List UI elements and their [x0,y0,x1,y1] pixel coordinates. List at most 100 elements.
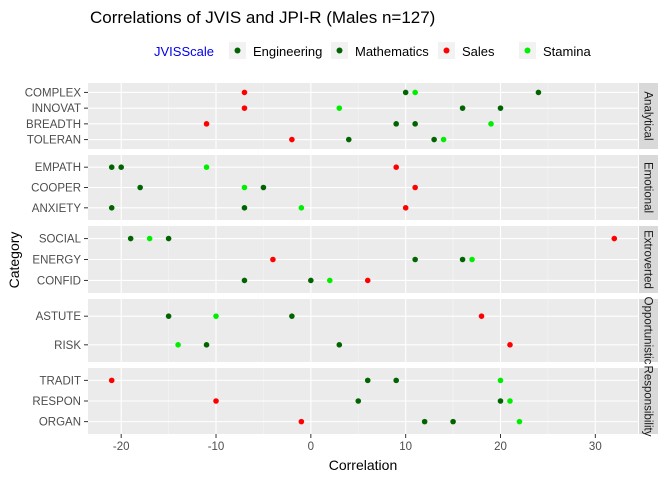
point-empath-engineering [108,164,115,170]
facet-strip-label: Emotional [642,162,654,213]
facet-strip-label: Responsibility [642,366,654,437]
point-toleran-sales [289,136,295,143]
point-empath-sales [393,164,399,170]
y-tick-label-complex: COMPLEX [25,87,82,99]
point-energy-engineering [412,256,418,263]
x-tick-label: -20 [113,441,130,453]
facet-strip [639,368,658,434]
facet-strip-label: Opportunistic [642,297,654,365]
y-tick-label-astute: ASTUTE [36,311,82,323]
y-tick-label-risk: RISK [54,340,81,352]
point-anxiety-mathematics [241,205,248,211]
point-anxiety-stamina [298,205,305,211]
point-energy-mathematics [459,256,466,263]
point-innovat-sales [241,105,248,111]
y-tick-label-empath: EMPATH [35,162,81,174]
y-tick-label-social: SOCIAL [39,234,82,246]
x-tick-label: 20 [494,441,507,453]
point-breadth-mathematics [412,121,418,127]
legend-label-mathematics: Mathematics [355,44,429,59]
point-toleran-stamina [440,136,447,143]
point-innovat-engineering [497,105,504,111]
point-confid-sales [364,277,371,284]
y-tick-label-toleran: TOLERAN [27,135,81,147]
facet-strip [639,226,658,293]
y-tick-label-cooper: COOPER [31,183,81,195]
facet-panel-extroverted: SOCIAL ENERGY CONFID Extroverted [32,226,658,293]
y-tick-label-anxiety: ANXIETY [32,203,82,215]
y-axis-label: Category [6,232,22,289]
facet-panel-opportunistic: ASTUTE RISK Opportunistic [36,297,658,365]
legend-label-sales: Sales [462,44,495,59]
point-confid-engineering [241,277,248,284]
facet-strip [639,83,658,149]
facet-strip-label: Analytical [642,91,654,140]
point-tradit-sales [108,377,115,384]
point-respon-sales [213,398,219,404]
point-confid-stamina [327,277,333,284]
point-tradit-engineering [364,377,371,384]
facet-strip [639,155,658,220]
point-innovat-mathematics [459,105,466,111]
point-empath-mathematics [118,164,124,170]
y-tick-label-innovat: INNOVAT [32,103,81,115]
y-tick-label-breadth: BREADTH [26,119,81,131]
legend-key-engineering [234,47,241,54]
point-social-stamina [146,235,153,242]
point-complex-mathematics [402,89,409,96]
point-tradit-mathematics [393,377,399,384]
point-risk-sales [507,342,513,348]
point-astute-engineering [165,313,172,319]
point-complex-sales [241,89,248,96]
point-energy-stamina [469,256,475,263]
point-risk-mathematics [336,342,343,348]
y-tick-label-organ: ORGAN [39,417,81,429]
point-breadth-sales [203,121,210,127]
y-tick-label-tradit: TRADIT [39,375,81,387]
point-organ-sales [298,418,305,425]
point-toleran-engineering [345,136,352,143]
point-toleran-mathematics [431,136,437,143]
facet-panel-emotional: EMPATH COOPER ANXIETY Emotional [31,155,658,220]
point-social-mathematics [165,235,172,242]
point-astute-mathematics [289,313,295,319]
point-complex-stamina [412,89,418,96]
point-tradit-stamina [497,377,504,384]
y-tick-label-respon: RESPON [32,396,81,408]
legend-label-stamina: Stamina [543,44,591,59]
x-axis-label: Correlation [329,457,397,473]
legend-key-stamina [524,47,531,54]
x-tick-label: -10 [208,441,225,453]
point-respon-engineering [355,398,362,404]
point-energy-sales [270,256,276,263]
facet-panel-responsibility: TRADIT RESPON ORGAN Responsibility [32,366,658,437]
point-confid-mathematics [308,277,314,284]
point-anxiety-engineering [108,205,115,211]
point-innovat-stamina [336,105,343,111]
point-breadth-engineering [393,121,399,127]
y-tick-label-energy: ENERGY [32,255,81,267]
point-organ-stamina [516,418,523,425]
chart-title: Correlations of JVIS and JPI-R (Males n=… [90,8,435,27]
legend-label-engineering: Engineering [253,44,322,59]
legend-key-sales [443,47,450,54]
panel-background [88,299,638,362]
point-cooper-stamina [241,184,248,191]
panel-background [88,83,638,149]
point-cooper-sales [412,184,418,191]
facet-strip-label: Extroverted [642,230,654,289]
x-axis: -20 -10 0 10 20 30 [113,434,602,453]
point-organ-engineering [421,418,428,425]
point-cooper-engineering [137,184,143,191]
legend: JVISScale Engineering Mathematics Sales Stam… [154,42,591,59]
legend-key-mathematics [336,47,343,54]
x-tick-label: 0 [308,441,314,453]
y-tick-label-confid: CONFID [37,275,81,287]
point-risk-stamina [175,342,181,348]
point-astute-stamina [213,313,219,319]
point-social-engineering [127,235,134,242]
point-anxiety-sales [402,205,409,211]
point-astute-sales [478,313,485,319]
